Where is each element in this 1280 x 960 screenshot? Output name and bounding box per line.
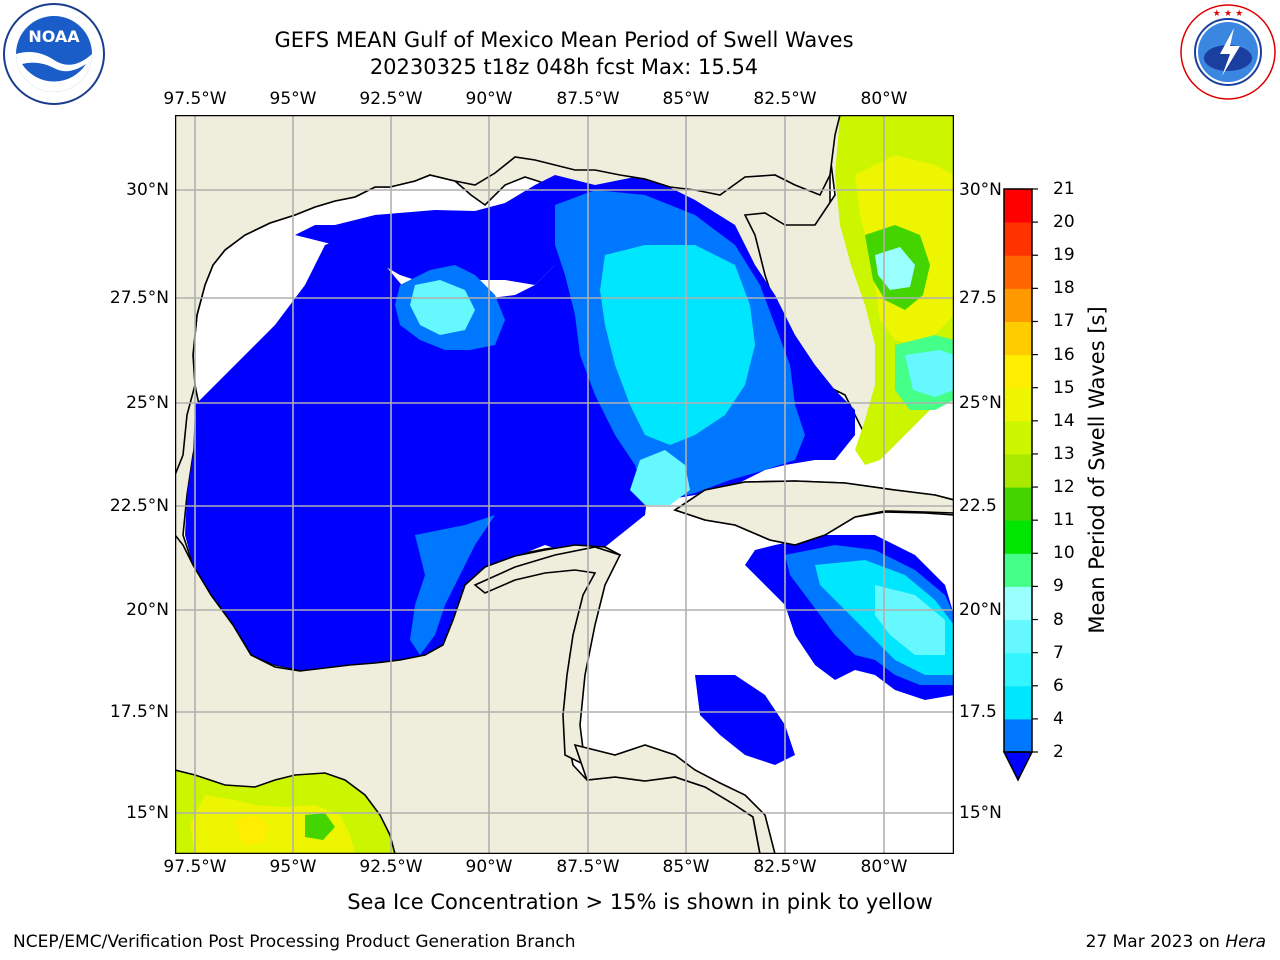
footer-host: Hera xyxy=(1225,932,1266,952)
colorbar xyxy=(1000,185,1040,785)
colorbar-tick: 8 xyxy=(1053,609,1064,630)
chart-title: GEFS MEAN Gulf of Mexico Mean Period of … xyxy=(274,28,854,52)
colorbar-segment xyxy=(1004,222,1032,256)
colorbar-tick: 17 xyxy=(1053,311,1075,332)
chart-subtitle: 20230325 t18z 048h fcst Max: 15.54 xyxy=(369,55,759,79)
lat-label-left: 25°N xyxy=(126,393,169,413)
lat-label-right: 27.5 xyxy=(959,288,997,308)
colorbar-segment xyxy=(1004,520,1032,554)
lon-label-top: 85°W xyxy=(662,89,710,109)
colorbar-tick: 20 xyxy=(1053,212,1075,233)
colorbar-segment xyxy=(1004,718,1032,753)
swell-period-map xyxy=(174,114,955,855)
lon-label-top: 95°W xyxy=(269,89,317,109)
colorbar-segment xyxy=(1004,619,1032,654)
lon-label-top: 92.5°W xyxy=(359,89,423,109)
colorbar-tick: 13 xyxy=(1053,443,1075,464)
colorbar-tick: 6 xyxy=(1053,675,1064,696)
lon-label-bottom: 87.5°W xyxy=(556,857,620,877)
lon-label-bottom: 92.5°W xyxy=(359,857,423,877)
colorbar-segment xyxy=(1004,354,1032,389)
colorbar-segment xyxy=(1004,586,1032,621)
colorbar-tick: 2 xyxy=(1053,742,1064,762)
lon-label-bottom: 82.5°W xyxy=(753,857,817,877)
lon-label-top: 87.5°W xyxy=(556,89,620,109)
svg-text:★ ★ ★: ★ ★ ★ xyxy=(1213,9,1243,19)
colorbar-tick: 14 xyxy=(1053,410,1075,431)
footer-credit: NCEP/EMC/Verification Post Processing Pr… xyxy=(13,932,576,952)
colorbar-segment xyxy=(1004,189,1032,223)
colorbar-segment xyxy=(1004,652,1032,687)
lon-label-top: 97.5°W xyxy=(163,89,227,109)
lat-label-left: 15°N xyxy=(126,803,169,823)
footer-date: 27 Mar 2023 on Hera xyxy=(1086,932,1266,952)
sea-ice-note: Sea Ice Concentration > 15% is shown in … xyxy=(347,890,933,914)
colorbar-tick: 11 xyxy=(1053,510,1075,531)
lon-label-top: 82.5°W xyxy=(753,89,817,109)
colorbar-tick: 19 xyxy=(1053,245,1075,266)
lat-label-right: 15°N xyxy=(959,803,1002,823)
nws-logo: ★ ★ ★ xyxy=(1178,2,1278,102)
colorbar-segment xyxy=(1004,685,1032,720)
lat-label-right: 17.5 xyxy=(959,702,997,722)
colorbar-segment xyxy=(1004,255,1032,289)
colorbar-segment xyxy=(1004,553,1032,587)
lon-label-bottom: 85°W xyxy=(662,857,710,877)
noaa-logo: NOAA xyxy=(2,2,106,106)
colorbar-segment xyxy=(1004,420,1032,455)
colorbar-segment xyxy=(1004,453,1032,488)
colorbar-segment xyxy=(1004,487,1032,521)
colorbar-segment xyxy=(1004,321,1032,356)
lat-label-left: 30°N xyxy=(126,180,169,200)
colorbar-tick: 4 xyxy=(1053,708,1064,729)
colorbar-tick: 21 xyxy=(1053,179,1075,199)
colorbar-extend xyxy=(1002,751,1034,782)
colorbar-tick: 10 xyxy=(1053,543,1075,564)
colorbar-label: Mean Period of Swell Waves [s] xyxy=(1085,306,1109,634)
lon-label-bottom: 95°W xyxy=(269,857,317,877)
lat-label-left: 17.5°N xyxy=(109,702,169,722)
lon-label-top: 90°W xyxy=(465,89,513,109)
lat-label-left: 20°N xyxy=(126,600,169,620)
lat-label-left: 22.5°N xyxy=(109,496,169,516)
lon-label-bottom: 97.5°W xyxy=(163,857,227,877)
lon-label-top: 80°W xyxy=(860,89,908,109)
noaa-logo-text: NOAA xyxy=(28,27,80,46)
colorbar-segment xyxy=(1004,288,1032,322)
colorbar-tick: 16 xyxy=(1053,344,1075,365)
footer-date-text: 27 Mar 2023 on xyxy=(1085,932,1226,952)
lat-label-right: 22.5 xyxy=(959,496,997,516)
lon-label-bottom: 80°W xyxy=(860,857,908,877)
lat-label-right: 20°N xyxy=(959,600,1002,620)
colorbar-tick: 9 xyxy=(1053,576,1064,597)
colorbar-tick: 15 xyxy=(1053,377,1075,398)
colorbar-tick: 18 xyxy=(1053,278,1075,299)
lat-label-right: 25°N xyxy=(959,393,1002,413)
colorbar-tick: 7 xyxy=(1053,642,1064,663)
graticule xyxy=(175,115,954,854)
lat-label-left: 27.5°N xyxy=(109,288,169,308)
colorbar-tick: 12 xyxy=(1053,477,1075,498)
swell-field xyxy=(175,115,954,854)
lon-label-bottom: 90°W xyxy=(465,857,513,877)
map-panel xyxy=(174,114,955,855)
colorbar-segment xyxy=(1004,387,1032,422)
lat-label-right: 30°N xyxy=(959,180,1002,200)
